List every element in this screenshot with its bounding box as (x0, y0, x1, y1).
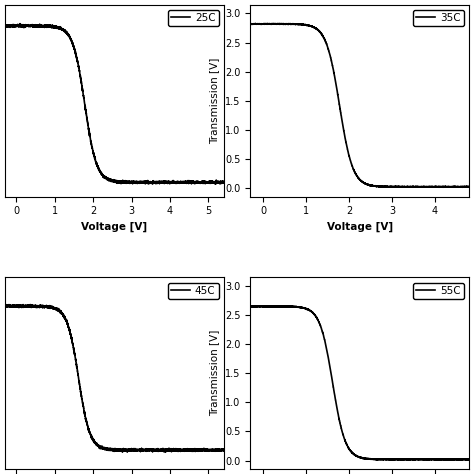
Legend: 55C: 55C (413, 283, 464, 299)
X-axis label: Voltage [V]: Voltage [V] (81, 222, 147, 232)
X-axis label: Voltage [V]: Voltage [V] (327, 222, 393, 232)
Y-axis label: Transmission [V]: Transmission [V] (210, 330, 219, 417)
Legend: 25C: 25C (168, 10, 219, 26)
Y-axis label: Transmission [V]: Transmission [V] (210, 57, 219, 144)
Legend: 35C: 35C (413, 10, 464, 26)
Legend: 45C: 45C (168, 283, 219, 299)
